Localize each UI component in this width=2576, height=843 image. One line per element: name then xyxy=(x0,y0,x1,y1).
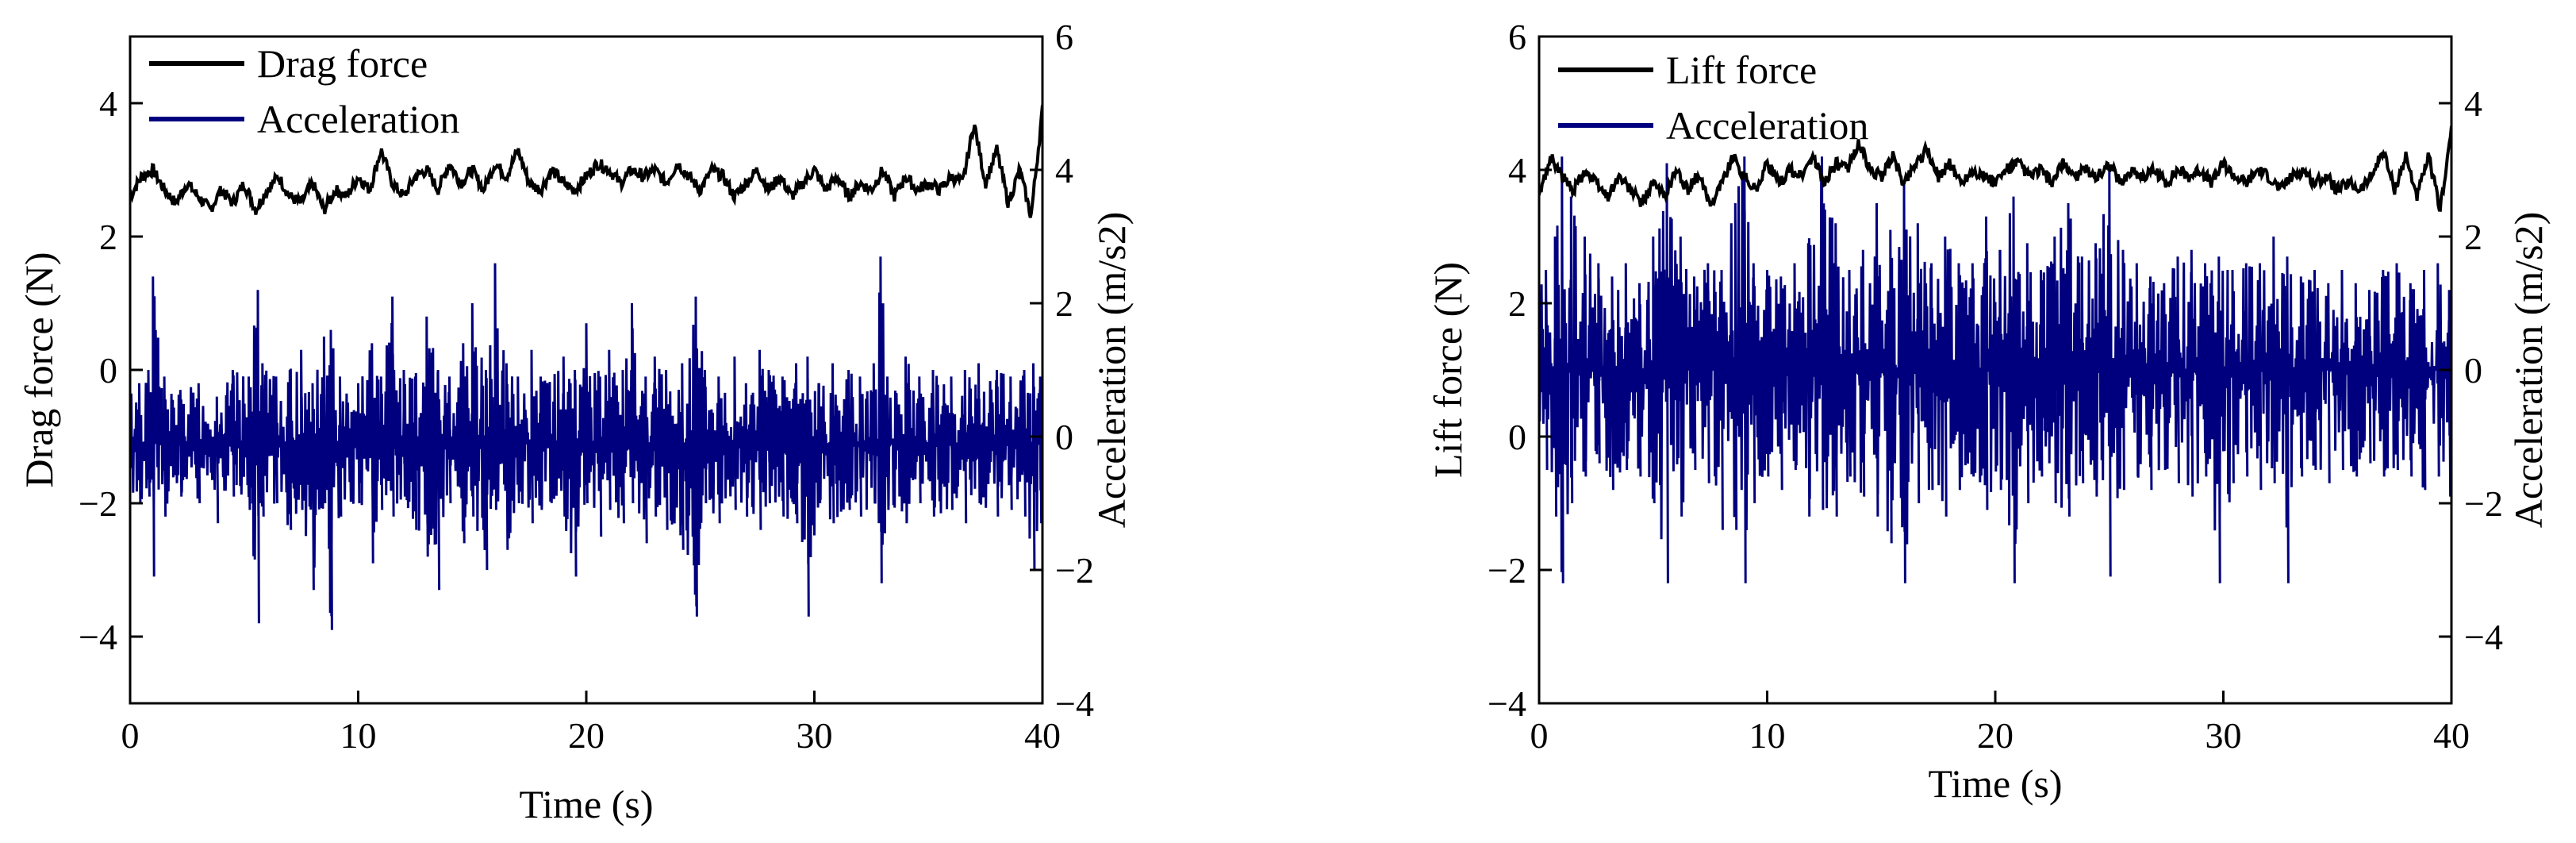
lift-left-y-tick-label: −4 xyxy=(1488,683,1526,724)
drag-left-y-tick-label: 4 xyxy=(99,83,117,124)
lift-x-tick-label: 0 xyxy=(1530,715,1549,756)
drag-left-y-tick-label: −2 xyxy=(79,483,117,524)
lift-right-y-tick-label: 2 xyxy=(2464,217,2482,257)
lift-left-y-tick-label: −2 xyxy=(1488,550,1526,591)
lift-right-y-tick-label: −4 xyxy=(2464,617,2503,657)
drag-left-y-tick-label: 2 xyxy=(99,217,117,257)
drag-force-chart: 0 10 20 30 40 −4 −2 0 2 4 −4 −2 0 2 4 6 Time (s) Drag… xyxy=(17,17,1134,826)
lift-left-y-axis-title: Lift force (N) xyxy=(1426,262,1470,478)
lift-right-y-tick-label: 4 xyxy=(2464,83,2482,124)
lift-x-tick-label: 30 xyxy=(2206,715,2242,756)
lift-legend-label-force: Lift force xyxy=(1666,48,1817,92)
drag-right-y-tick-label: 0 xyxy=(1055,417,1073,457)
lift-series-layer xyxy=(1539,125,2451,583)
lift-legend-label-acceleration: Acceleration xyxy=(1666,103,1868,148)
drag-left-y-axis-title: Drag force (N) xyxy=(17,252,61,487)
lift-force-chart: 0 10 20 30 40 −4 −2 0 2 4 6 −4 −2 0 2 4 Time (s) Lift… xyxy=(1426,17,2551,806)
lift-right-y-tick-label: −2 xyxy=(2464,483,2503,524)
lift-left-y-tick-label: 6 xyxy=(1508,17,1526,57)
drag-x-axis: 0 10 20 30 40 xyxy=(121,691,1061,756)
drag-legend-label-force: Drag force xyxy=(257,41,428,86)
drag-legend: Drag force Acceleration xyxy=(149,41,459,141)
lift-left-y-tick-label: 4 xyxy=(1508,150,1526,191)
lift-left-y-axis: −4 −2 0 2 4 6 xyxy=(1488,17,1552,724)
lift-x-axis-title: Time (s) xyxy=(1928,761,2062,806)
drag-x-axis-title: Time (s) xyxy=(519,782,653,826)
lift-series-force xyxy=(1539,125,2451,212)
drag-series-acceleration xyxy=(130,256,1042,630)
drag-x-tick-label: 10 xyxy=(340,715,377,756)
drag-x-tick-label: 30 xyxy=(797,715,833,756)
drag-series-force xyxy=(130,105,1042,218)
lift-right-y-axis-title: Acceleration (m/s2) xyxy=(2506,212,2551,528)
lift-x-tick-label: 40 xyxy=(2433,715,2470,756)
drag-x-tick-label: 40 xyxy=(1024,715,1061,756)
drag-right-y-tick-label: 2 xyxy=(1055,283,1073,324)
drag-x-tick-label: 0 xyxy=(121,715,140,756)
lift-left-y-tick-label: 0 xyxy=(1508,417,1526,457)
drag-right-y-axis-title: Acceleration (m/s2) xyxy=(1089,212,1134,528)
drag-right-y-tick-label: −4 xyxy=(1055,683,1094,724)
lift-legend: Lift force Acceleration xyxy=(1558,48,1868,148)
drag-left-y-tick-label: −4 xyxy=(79,617,117,657)
lift-x-axis: 0 10 20 30 40 xyxy=(1530,691,2470,756)
drag-x-tick-label: 20 xyxy=(568,715,605,756)
drag-left-y-tick-label: 0 xyxy=(99,350,117,391)
lift-series-acceleration xyxy=(1539,156,2451,583)
drag-right-y-tick-label: 6 xyxy=(1055,17,1073,57)
drag-right-y-tick-label: 4 xyxy=(1055,150,1073,191)
drag-right-y-tick-label: −2 xyxy=(1055,550,1094,591)
drag-right-y-axis: −4 −2 0 2 4 6 xyxy=(1030,17,1094,724)
lift-x-tick-label: 10 xyxy=(1749,715,1786,756)
drag-left-y-axis: −4 −2 0 2 4 xyxy=(79,83,143,657)
lift-right-y-tick-label: 0 xyxy=(2464,350,2482,391)
lift-right-y-axis: −4 −2 0 2 4 xyxy=(2439,83,2503,657)
lift-x-tick-label: 20 xyxy=(1977,715,2014,756)
lift-left-y-tick-label: 2 xyxy=(1508,283,1526,324)
drag-series-layer xyxy=(130,105,1042,630)
drag-legend-label-acceleration: Acceleration xyxy=(257,97,459,141)
